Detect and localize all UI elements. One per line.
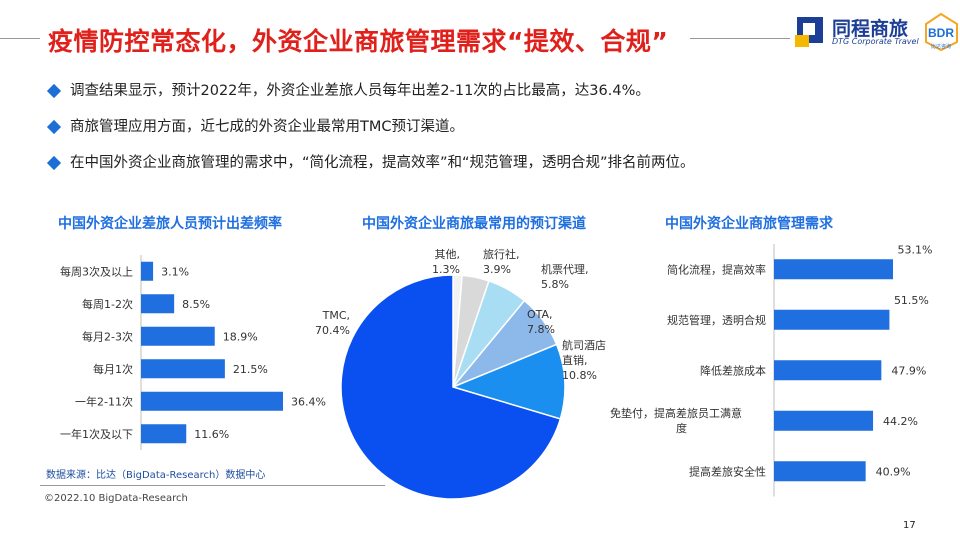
tongcheng-logo-icon [795,17,823,47]
frequency-category-label: 每周3次及以上 [60,264,133,278]
needs-category-label: 规范管理，透明合规 [667,313,766,327]
needs-bar [774,410,874,431]
brand-logo: 同程商旅 DTG Corporate Travel BDR 比达咨询 [795,12,960,52]
needs-category-label: 降低差旅成本 [700,363,766,377]
frequency-bar [141,359,225,379]
frequency-value-label: 18.9% [223,330,258,343]
bullet-item: 在中国外资企业商旅管理的需求中，“简化流程，提高效率”和“规范管理，透明合规”排… [46,152,908,188]
bdr-logo-subtext: 比达咨询 [931,43,951,50]
needs-value-label: 40.9% [876,465,911,478]
pie-slice-label: 旅行社, [483,247,520,261]
frequency-bar [141,424,187,444]
pie-slice-label: 直销, [562,353,588,367]
bullet-text: 在中国外资企业商旅管理的需求中，“简化流程，提高效率”和“规范管理，透明合规”排… [70,155,695,171]
frequency-bar [141,294,175,314]
pie-slice-label: 其他, [435,248,461,261]
needs-bar [774,309,890,330]
needs-bar [774,461,866,482]
header-rule-left [0,38,40,39]
needs-category-label: 提高差旅安全性 [689,464,766,478]
frequency-category-label: 每月1次 [93,362,133,376]
pie-slice-label: TMC, [322,309,350,322]
frequency-bar [141,326,215,346]
bullet-item: 商旅管理应用方面，近七成的外资企业最常用TMC预订渠道。 [46,116,908,152]
bullet-item: 调查结果显示，预计2022年，外资企业差旅人员每年出差2-11次的占比最高，达3… [46,80,908,116]
bullet-text: 调查结果显示，预计2022年，外资企业差旅人员每年出差2-11次的占比最高，达3… [70,83,650,99]
header-rule-right [690,38,790,39]
pie-slice-label: 70.4% [315,324,350,337]
pie-slice [450,343,566,420]
pie-slice [340,274,562,500]
needs-value-label: 44.2% [883,415,918,428]
page-number: 17 [903,520,916,531]
pie-slice-label: OTA, [527,308,553,321]
pie-slice-label: 10.8% [562,369,597,382]
needs-category-label: 免垫付，提高差旅员工满意 [610,406,742,420]
chart-title-travel-frequency: 中国外资企业差旅人员预计出差频率 [58,216,282,232]
pie-slice-label: 机票代理, [541,262,589,276]
bdr-logo-icon: BDR 比达咨询 [925,12,958,52]
frequency-value-label: 36.4% [291,395,326,408]
bdr-logo-text: BDR [928,26,954,40]
frequency-bar [141,261,154,281]
bullet-text: 商旅管理应用方面，近七成的外资企业最常用TMC预订渠道。 [70,119,464,135]
logo-chinese-text: 同程商旅 [832,18,909,40]
copyright: ©2022.10 BigData-Research [44,493,188,504]
frequency-value-label: 8.5% [182,298,210,311]
pie-slice-label: 1.3% [432,263,460,276]
frequency-category-label: 每周1-2次 [82,297,133,311]
chart-title-management-needs: 中国外资企业商旅管理需求 [665,216,833,232]
frequency-value-label: 3.1% [161,265,189,278]
chart-title-booking-channel: 中国外资企业商旅最常用的预订渠道 [362,216,586,232]
needs-value-label: 53.1% [898,243,933,256]
frequency-value-label: 11.6% [194,428,229,441]
needs-value-label: 47.9% [891,364,926,377]
frequency-category-label: 每月2-3次 [82,329,133,343]
needs-category-label: 简化流程，提高效率 [667,262,766,276]
data-source: 数据来源：比达（BigData-Research）数据中心 [46,470,266,481]
pie-slice-label: 5.8% [541,278,569,291]
needs-value-label: 51.5% [894,294,929,307]
pie-slice-label: 航司酒店 [562,338,606,352]
needs-bar [774,259,893,280]
pie-slice-label: 3.9% [483,263,511,276]
frequency-value-label: 21.5% [233,363,268,376]
needs-category-label: 度 [676,421,687,435]
logo-english-text: DTG Corporate Travel [832,37,919,46]
frequency-bar [141,391,283,411]
needs-bar [774,360,882,381]
pie-slice-label: 7.8% [527,323,555,336]
frequency-category-label: 一年2-11次 [75,394,133,408]
footer-rule [40,485,385,486]
frequency-category-label: 一年1次及以下 [60,427,133,441]
page-title: 疫情防控常态化，外资企业商旅管理需求“提效、合规” [48,27,669,56]
key-findings: 调查结果显示，预计2022年，外资企业差旅人员每年出差2-11次的占比最高，达3… [46,80,908,188]
